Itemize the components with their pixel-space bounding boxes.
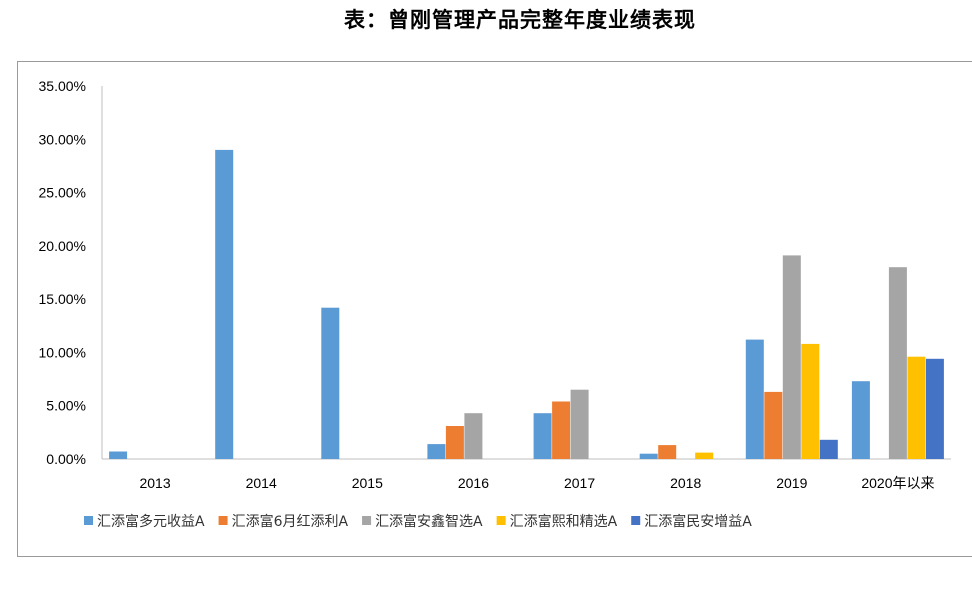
- y-tick-label: 0.00%: [46, 451, 86, 467]
- x-tick-label: 2013: [139, 475, 170, 491]
- bar: [907, 356, 926, 459]
- legend-swatch: [84, 516, 93, 525]
- y-tick-label: 20.00%: [39, 238, 86, 254]
- legend-label: 汇添富多元收益A: [97, 513, 205, 530]
- legend-swatch: [362, 516, 372, 525]
- bar: [695, 452, 714, 459]
- x-tick-label: 2018: [670, 475, 701, 491]
- bar: [658, 445, 677, 459]
- chart-bars: [109, 149, 944, 459]
- y-tick-labels: 0.00% 5.00% 10.00% 15.00% 20.00% 25.00% 30.00%…: [39, 78, 86, 467]
- bar: [764, 391, 783, 459]
- bar: [745, 339, 764, 459]
- bar: [552, 401, 571, 459]
- legend-swatch: [496, 516, 506, 525]
- bar: [464, 413, 483, 459]
- legend-swatch: [218, 516, 228, 525]
- legend-swatch: [631, 516, 641, 525]
- legend-label: 汇添富民安增益A: [644, 513, 752, 530]
- chart-title: 表：曾刚管理产品完整年度业绩表现: [344, 8, 696, 32]
- bar: [819, 439, 838, 459]
- x-tick-label: 2017: [564, 475, 595, 491]
- y-tick-label: 15.00%: [39, 291, 86, 307]
- bar: [851, 381, 870, 459]
- bar: [215, 149, 234, 459]
- y-tick-label: 35.00%: [39, 78, 86, 94]
- y-tick-label: 5.00%: [46, 398, 86, 414]
- bar: [445, 426, 464, 459]
- legend-label: 汇添富安鑫智选A: [375, 513, 483, 530]
- bar: [427, 444, 446, 459]
- legend-label: 汇添富熙和精选A: [510, 513, 618, 530]
- bar: [782, 255, 801, 459]
- bar: [925, 358, 944, 459]
- x-tick-label: 2019: [776, 475, 807, 491]
- bar: [801, 343, 820, 459]
- y-tick-label: 25.00%: [39, 185, 86, 201]
- legend-label: 汇添富6月红添利A: [232, 513, 349, 530]
- bar: [639, 453, 658, 459]
- x-tick-label: 2020年以来: [861, 475, 934, 491]
- bar: [570, 389, 589, 459]
- chart-frame: [17, 61, 972, 557]
- bar: [109, 451, 128, 459]
- x-tick-label: 2014: [246, 475, 277, 491]
- bar: [533, 413, 552, 459]
- y-tick-label: 30.00%: [39, 131, 86, 147]
- y-tick-label: 10.00%: [39, 344, 86, 360]
- x-tick-label: 2016: [458, 475, 489, 491]
- bar: [888, 267, 907, 459]
- x-tick-labels: 2013 2014 2015 2016 2017 2018 2019 2020年以来: [139, 475, 934, 491]
- x-tick-label: 2015: [352, 475, 383, 491]
- chart-legend: 汇添富多元收益A 汇添富6月红添利A 汇添富安鑫智选A 汇添富熙和精选A 汇添富民安增益…: [84, 513, 752, 530]
- bar: [321, 307, 340, 459]
